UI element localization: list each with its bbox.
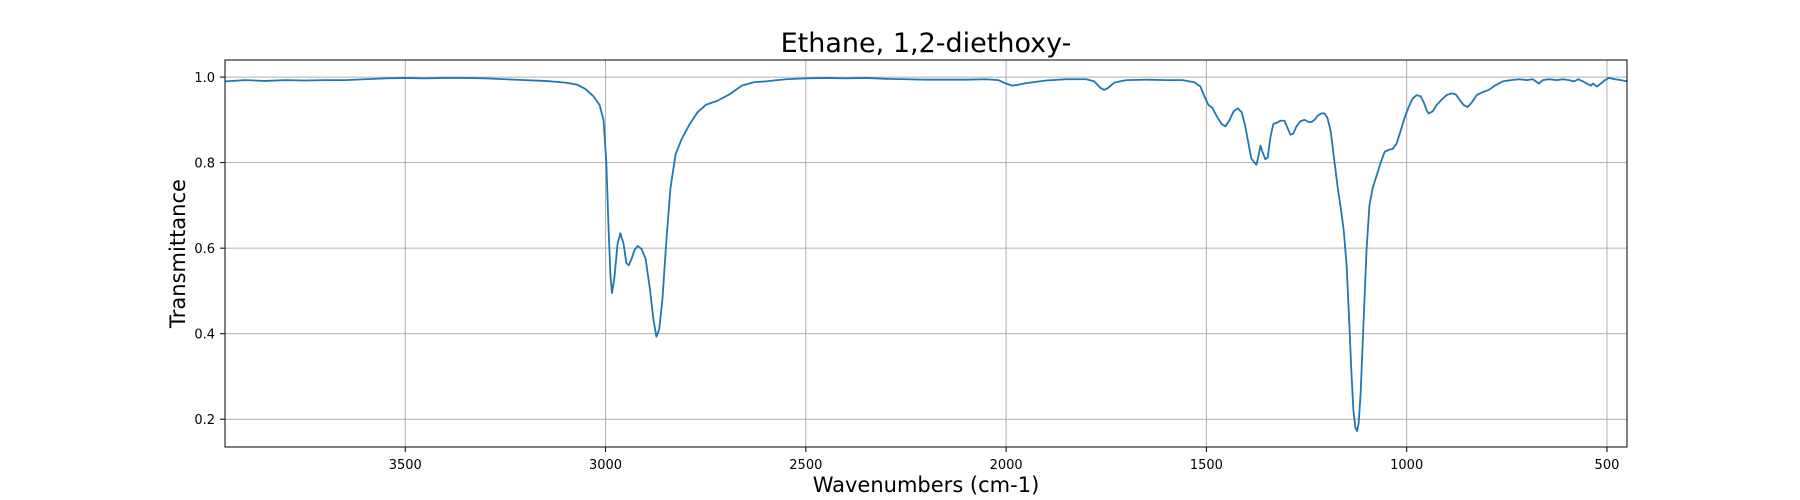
x-tick-label: 500 bbox=[1595, 458, 1620, 473]
plot-frame bbox=[224, 59, 1628, 448]
y-tick-label: 0.6 bbox=[194, 242, 215, 257]
y-tick-label: 1.0 bbox=[194, 71, 215, 86]
y-tick-label: 0.4 bbox=[194, 328, 215, 343]
x-tick-label: 1500 bbox=[1190, 458, 1223, 473]
y-axis-label: Transmittance bbox=[166, 179, 190, 329]
x-tick-label: 2500 bbox=[789, 458, 822, 473]
x-tick-label: 1000 bbox=[1390, 458, 1423, 473]
chart-title: Ethane, 1,2-diethoxy- bbox=[781, 28, 1072, 59]
spectrum-line bbox=[224, 77, 1628, 433]
y-tick-label: 0.2 bbox=[194, 413, 215, 428]
tick-layer: 3500 3000 2500 2000 1500 1000 500 0.2 0.4 0.6 0.8 1… bbox=[194, 71, 1619, 473]
x-axis-label: Wavenumbers (cm-1) bbox=[813, 473, 1040, 497]
x-tick-label: 2000 bbox=[990, 458, 1023, 473]
series-layer bbox=[224, 77, 1628, 433]
x-tick-label: 3000 bbox=[589, 458, 622, 473]
x-tick-label: 3500 bbox=[389, 458, 422, 473]
y-tick-label: 0.8 bbox=[194, 157, 215, 172]
grid-layer bbox=[225, 60, 1627, 447]
